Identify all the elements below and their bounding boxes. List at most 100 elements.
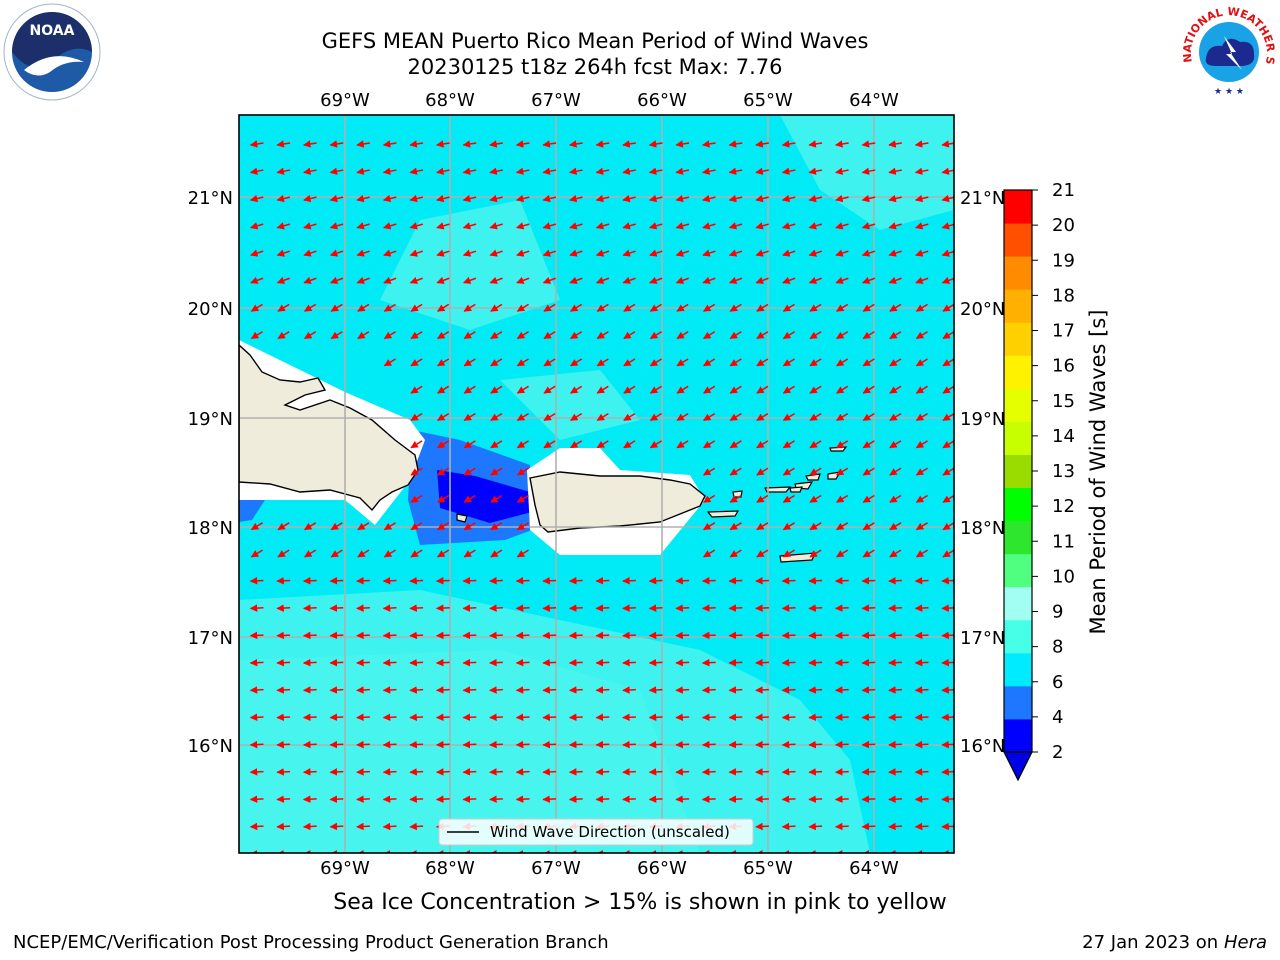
wind-arrow (437, 494, 450, 503)
wind-arrow (463, 331, 476, 340)
wind-arrow (249, 795, 264, 803)
wind-arrow (781, 194, 796, 203)
wind-arrow (675, 740, 690, 749)
wind-arrow (276, 795, 291, 803)
wind-arrow (809, 522, 822, 531)
colorbar-tick-13: 18 (1052, 285, 1075, 306)
colorbar-tick-3: 8 (1052, 637, 1063, 658)
wind-arrow (302, 795, 317, 803)
wind-arrow (543, 440, 556, 449)
wind-arrow (781, 795, 796, 803)
wind-arrow (409, 194, 424, 203)
wind-arrow (489, 631, 503, 640)
wind-arrow (649, 358, 662, 367)
wind-arrow (675, 249, 690, 257)
wind-arrow (888, 167, 902, 175)
wind-arrow (675, 276, 689, 284)
wind-arrow (489, 713, 503, 722)
wind-arrow (595, 140, 610, 148)
wind-arrow (782, 494, 795, 503)
wind-arrow (542, 276, 556, 284)
wind-arrow (356, 713, 370, 722)
wind-arrow (516, 412, 529, 422)
wind-arrow (249, 604, 264, 612)
wind-arrow (542, 194, 557, 203)
wind-arrow (356, 222, 370, 230)
wind-arrow (676, 303, 689, 312)
wind-arrow (915, 276, 929, 284)
wind-arrow (648, 658, 663, 667)
wind-arrow (701, 658, 716, 667)
wind-arrow (915, 303, 928, 312)
wind-arrow (329, 604, 344, 612)
wind-arrow (836, 440, 849, 449)
wind-arrow (782, 276, 796, 284)
wind-arrow (728, 194, 743, 203)
wind-arrow (436, 140, 450, 148)
wind-arrow (622, 276, 636, 284)
wind-arrow (941, 713, 954, 722)
wind-arrow (675, 167, 690, 175)
wind-arrow (463, 522, 476, 531)
colorbar-tick-11: 16 (1052, 356, 1075, 377)
wind-arrow (435, 795, 450, 803)
wind-arrow (410, 358, 423, 367)
wind-arrow (622, 604, 636, 612)
wind-arrow (302, 658, 317, 667)
wind-arrow (356, 822, 370, 831)
lon-tick-top-3: 66°W (637, 90, 687, 111)
wind-arrow (569, 194, 583, 203)
wind-arrow (622, 194, 636, 203)
wind-arrow (728, 631, 743, 640)
wind-arrow (595, 194, 610, 203)
wind-arrow (701, 740, 716, 749)
lon-tick-bottom-2: 67°W (531, 858, 581, 879)
wind-arrow (941, 577, 954, 585)
wind-arrow (437, 522, 450, 531)
wind-arrow (941, 222, 954, 230)
wind-arrow (728, 167, 743, 175)
axis-tick-labels: 69°W 69°W 68°W 68°W 67°W 67°W 66°W 66°W 65°W 65°W… (188, 90, 1006, 879)
wind-arrow (515, 768, 530, 776)
wind-arrow (409, 140, 424, 148)
wind-arrow (435, 577, 450, 585)
wind-arrow (462, 658, 477, 667)
wind-arrow (755, 140, 769, 148)
wind-arrow (410, 522, 423, 531)
wind-arrow (489, 140, 503, 148)
wind-arrow (648, 713, 663, 722)
colorbar-segment-7 (1004, 487, 1032, 522)
wind-arrow (489, 577, 503, 585)
wind-arrow (568, 795, 583, 803)
wind-arrow (941, 249, 954, 257)
wind-arrow (329, 577, 344, 585)
wind-arrow (357, 331, 370, 340)
wind-arrow (435, 686, 450, 694)
wind-arrow (834, 740, 849, 749)
wind-arrow (250, 549, 263, 558)
map-area (239, 115, 954, 853)
wind-arrow (410, 331, 423, 340)
wind-arrow (836, 303, 849, 312)
wind-arrow (409, 713, 424, 722)
wind-arrow (409, 740, 424, 749)
wind-arrow (329, 194, 344, 203)
wind-arrow (756, 358, 769, 367)
wind-arrow (489, 658, 503, 667)
wind-arrow (835, 140, 849, 148)
wind-arrow (862, 385, 875, 394)
wind-arrow (595, 631, 610, 640)
wind-arrow (356, 167, 370, 175)
wind-arrow (888, 768, 902, 776)
wind-arrow (490, 303, 503, 312)
wind-arrow (649, 331, 662, 340)
wind-arrow (330, 331, 343, 340)
wind-arrow (755, 768, 769, 776)
wind-arrow (436, 249, 450, 257)
wind-arrow (942, 549, 954, 558)
wind-arrow (729, 385, 742, 394)
wind-arrow (437, 331, 450, 340)
wind-arrow (809, 412, 822, 422)
wind-arrow (703, 331, 716, 340)
wind-arrow (437, 385, 450, 394)
